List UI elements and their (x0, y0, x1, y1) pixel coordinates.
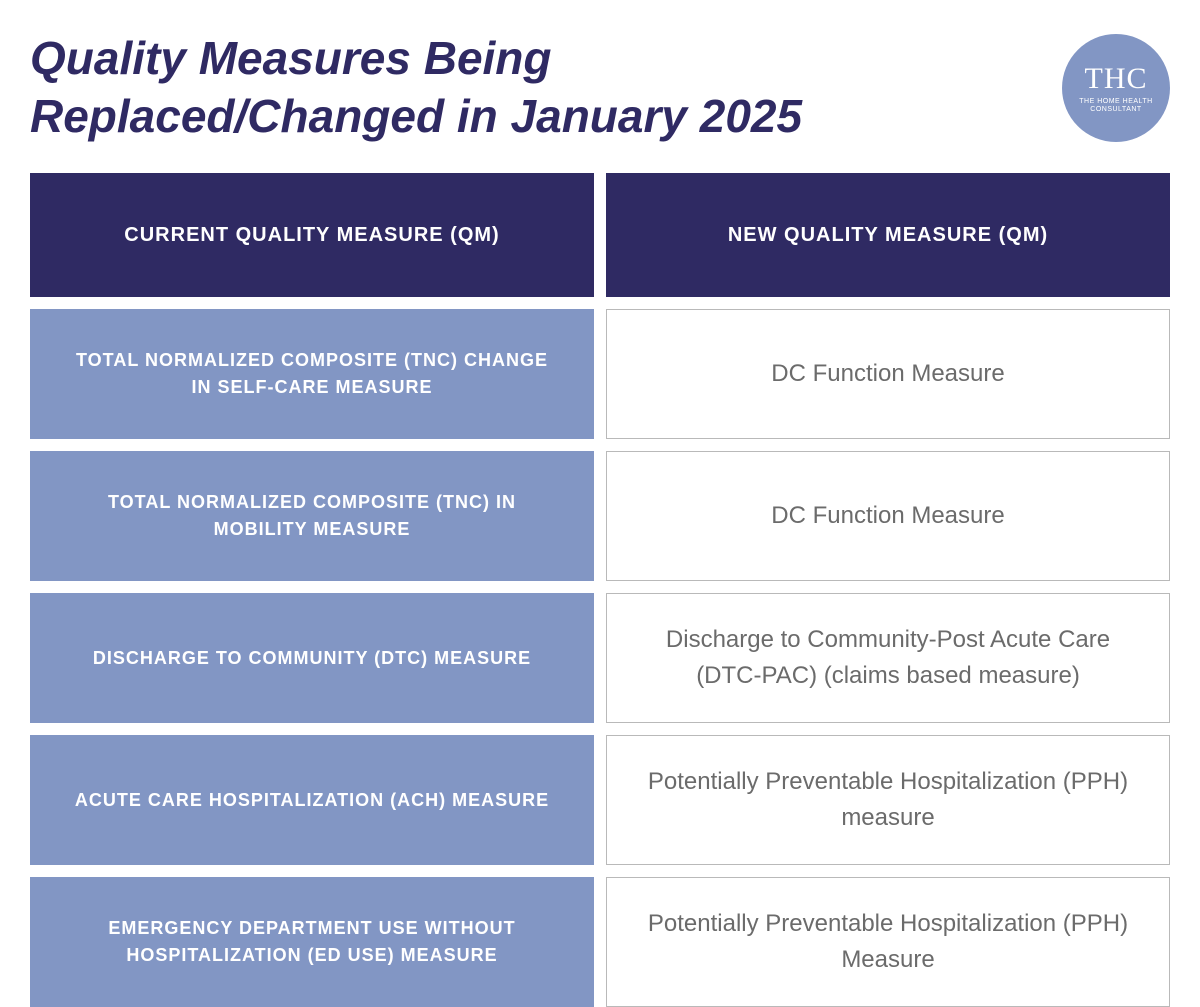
table-row-new: DC Function Measure (606, 451, 1170, 581)
logo-sub-text: THE HOME HEALTH CONSULTANT (1062, 98, 1170, 113)
table-row-current: TOTAL NORMALIZED COMPOSITE (TNC) IN MOBI… (30, 451, 594, 581)
column-header-new: NEW QUALITY MEASURE (QM) (606, 173, 1170, 297)
logo-main-text: THC (1085, 62, 1148, 96)
table-row-new: Potentially Preventable Hospitalization … (606, 735, 1170, 865)
table-row-new: Potentially Preventable Hospitalization … (606, 877, 1170, 1007)
header-row: Quality Measures Being Replaced/Changed … (30, 30, 1170, 145)
brand-logo: THC THE HOME HEALTH CONSULTANT (1062, 34, 1170, 142)
qm-table: CURRENT QUALITY MEASURE (QM) NEW QUALITY… (30, 173, 1170, 1007)
table-row-current: ACUTE CARE HOSPITALIZATION (ACH) MEASURE (30, 735, 594, 865)
column-header-current: CURRENT QUALITY MEASURE (QM) (30, 173, 594, 297)
table-row-new: DC Function Measure (606, 309, 1170, 439)
table-row-current: TOTAL NORMALIZED COMPOSITE (TNC) CHANGE … (30, 309, 594, 439)
page-title: Quality Measures Being Replaced/Changed … (30, 30, 930, 145)
table-row-current: DISCHARGE TO COMMUNITY (DTC) MEASURE (30, 593, 594, 723)
table-row-new: Discharge to Community-Post Acute Care (… (606, 593, 1170, 723)
table-row-current: EMERGENCY DEPARTMENT USE WITHOUT HOSPITA… (30, 877, 594, 1007)
